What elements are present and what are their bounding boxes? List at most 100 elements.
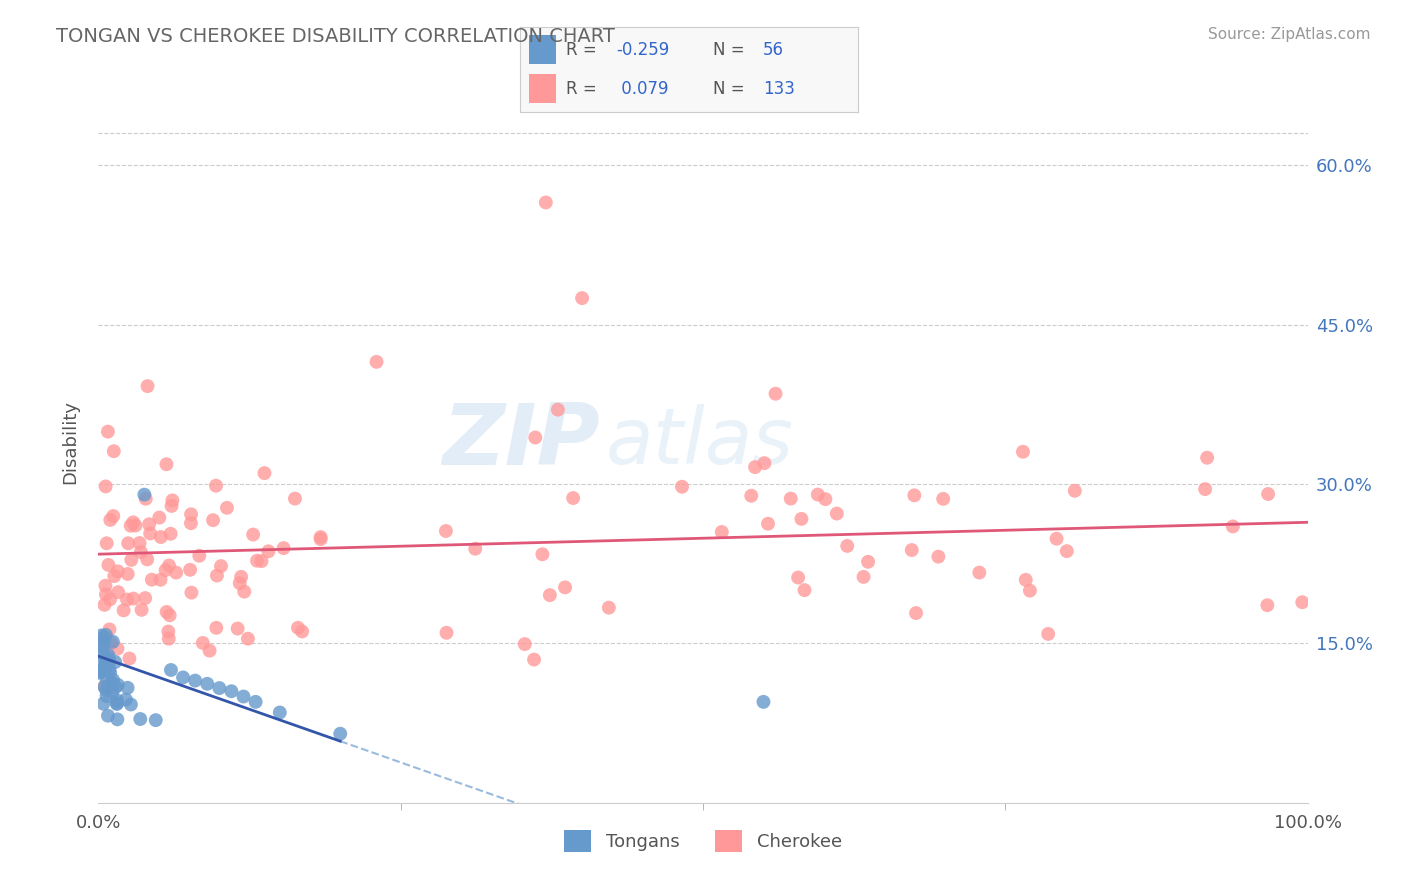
Point (160, 499, 183, 513)
Point (97, 558, 120, 572)
Point (96, 655, 118, 669)
Point (191, 636, 214, 650)
Point (120, 698, 142, 712)
Point (96, 689, 118, 703)
Point (932, 491, 955, 506)
Point (103, 569, 125, 583)
Point (100, 636, 122, 650)
Point (134, 488, 156, 502)
Point (513, 637, 536, 651)
Point (1222, 519, 1244, 533)
Point (159, 526, 181, 541)
Point (284, 491, 307, 506)
Text: 0.079: 0.079 (616, 79, 669, 97)
Point (90, 628, 112, 642)
Point (1194, 482, 1216, 496)
Point (135, 491, 157, 506)
Point (89, 654, 111, 668)
Point (287, 621, 309, 635)
Point (226, 622, 249, 636)
Point (101, 634, 124, 648)
Point (756, 516, 779, 531)
Point (94, 631, 117, 645)
Point (94, 587, 117, 601)
Point (547, 402, 569, 417)
Point (807, 487, 830, 501)
Point (136, 552, 159, 566)
Point (157, 558, 180, 573)
Text: 133: 133 (763, 79, 794, 97)
Point (98, 663, 121, 677)
Point (434, 524, 457, 538)
Text: R =: R = (565, 41, 602, 59)
Point (787, 570, 810, 584)
Point (195, 677, 218, 691)
Point (927, 549, 949, 564)
Text: N =: N = (713, 41, 749, 59)
Point (273, 541, 295, 555)
Point (129, 545, 152, 559)
Point (366, 355, 388, 369)
Point (105, 697, 128, 711)
Point (793, 583, 815, 598)
Point (96, 654, 118, 668)
Point (89, 665, 111, 680)
Point (107, 564, 129, 578)
Point (115, 692, 138, 706)
Point (903, 488, 925, 502)
Point (598, 600, 620, 615)
Point (221, 684, 243, 698)
Point (814, 492, 837, 507)
Point (309, 532, 332, 546)
Point (752, 695, 775, 709)
Point (837, 539, 859, 553)
Point (202, 513, 225, 527)
Point (1063, 483, 1085, 498)
Point (436, 625, 458, 640)
Point (131, 603, 153, 617)
Point (101, 686, 124, 700)
Point (122, 516, 145, 530)
Point (98, 654, 121, 668)
Point (157, 632, 180, 646)
Point (779, 491, 801, 506)
Point (257, 544, 280, 558)
Point (538, 588, 561, 602)
Text: 56: 56 (763, 41, 785, 59)
Text: -0.259: -0.259 (616, 41, 669, 59)
Point (233, 584, 256, 599)
Point (172, 670, 194, 684)
Text: R =: R = (565, 79, 602, 97)
Point (107, 678, 129, 692)
Point (554, 580, 576, 594)
Point (1015, 573, 1038, 587)
Point (215, 500, 238, 515)
Point (744, 460, 766, 475)
Point (156, 605, 179, 619)
Point (162, 493, 184, 508)
Point (91, 664, 114, 678)
Point (90, 639, 112, 653)
Point (155, 563, 177, 577)
Point (93, 663, 115, 677)
Point (105, 712, 128, 726)
Point (93, 640, 115, 655)
Point (825, 507, 848, 521)
Point (93, 630, 115, 644)
Point (205, 621, 228, 635)
Point (159, 608, 181, 623)
Point (141, 573, 163, 587)
Point (97, 651, 120, 665)
Point (124, 518, 146, 533)
Point (96, 673, 118, 687)
Text: ZIP: ZIP (443, 400, 600, 483)
Point (765, 386, 787, 401)
Point (93, 679, 115, 693)
Point (1197, 450, 1219, 465)
Point (180, 585, 202, 599)
Point (562, 491, 585, 505)
Point (710, 524, 733, 539)
Point (208, 681, 231, 695)
Point (524, 430, 547, 444)
Point (94, 661, 117, 675)
